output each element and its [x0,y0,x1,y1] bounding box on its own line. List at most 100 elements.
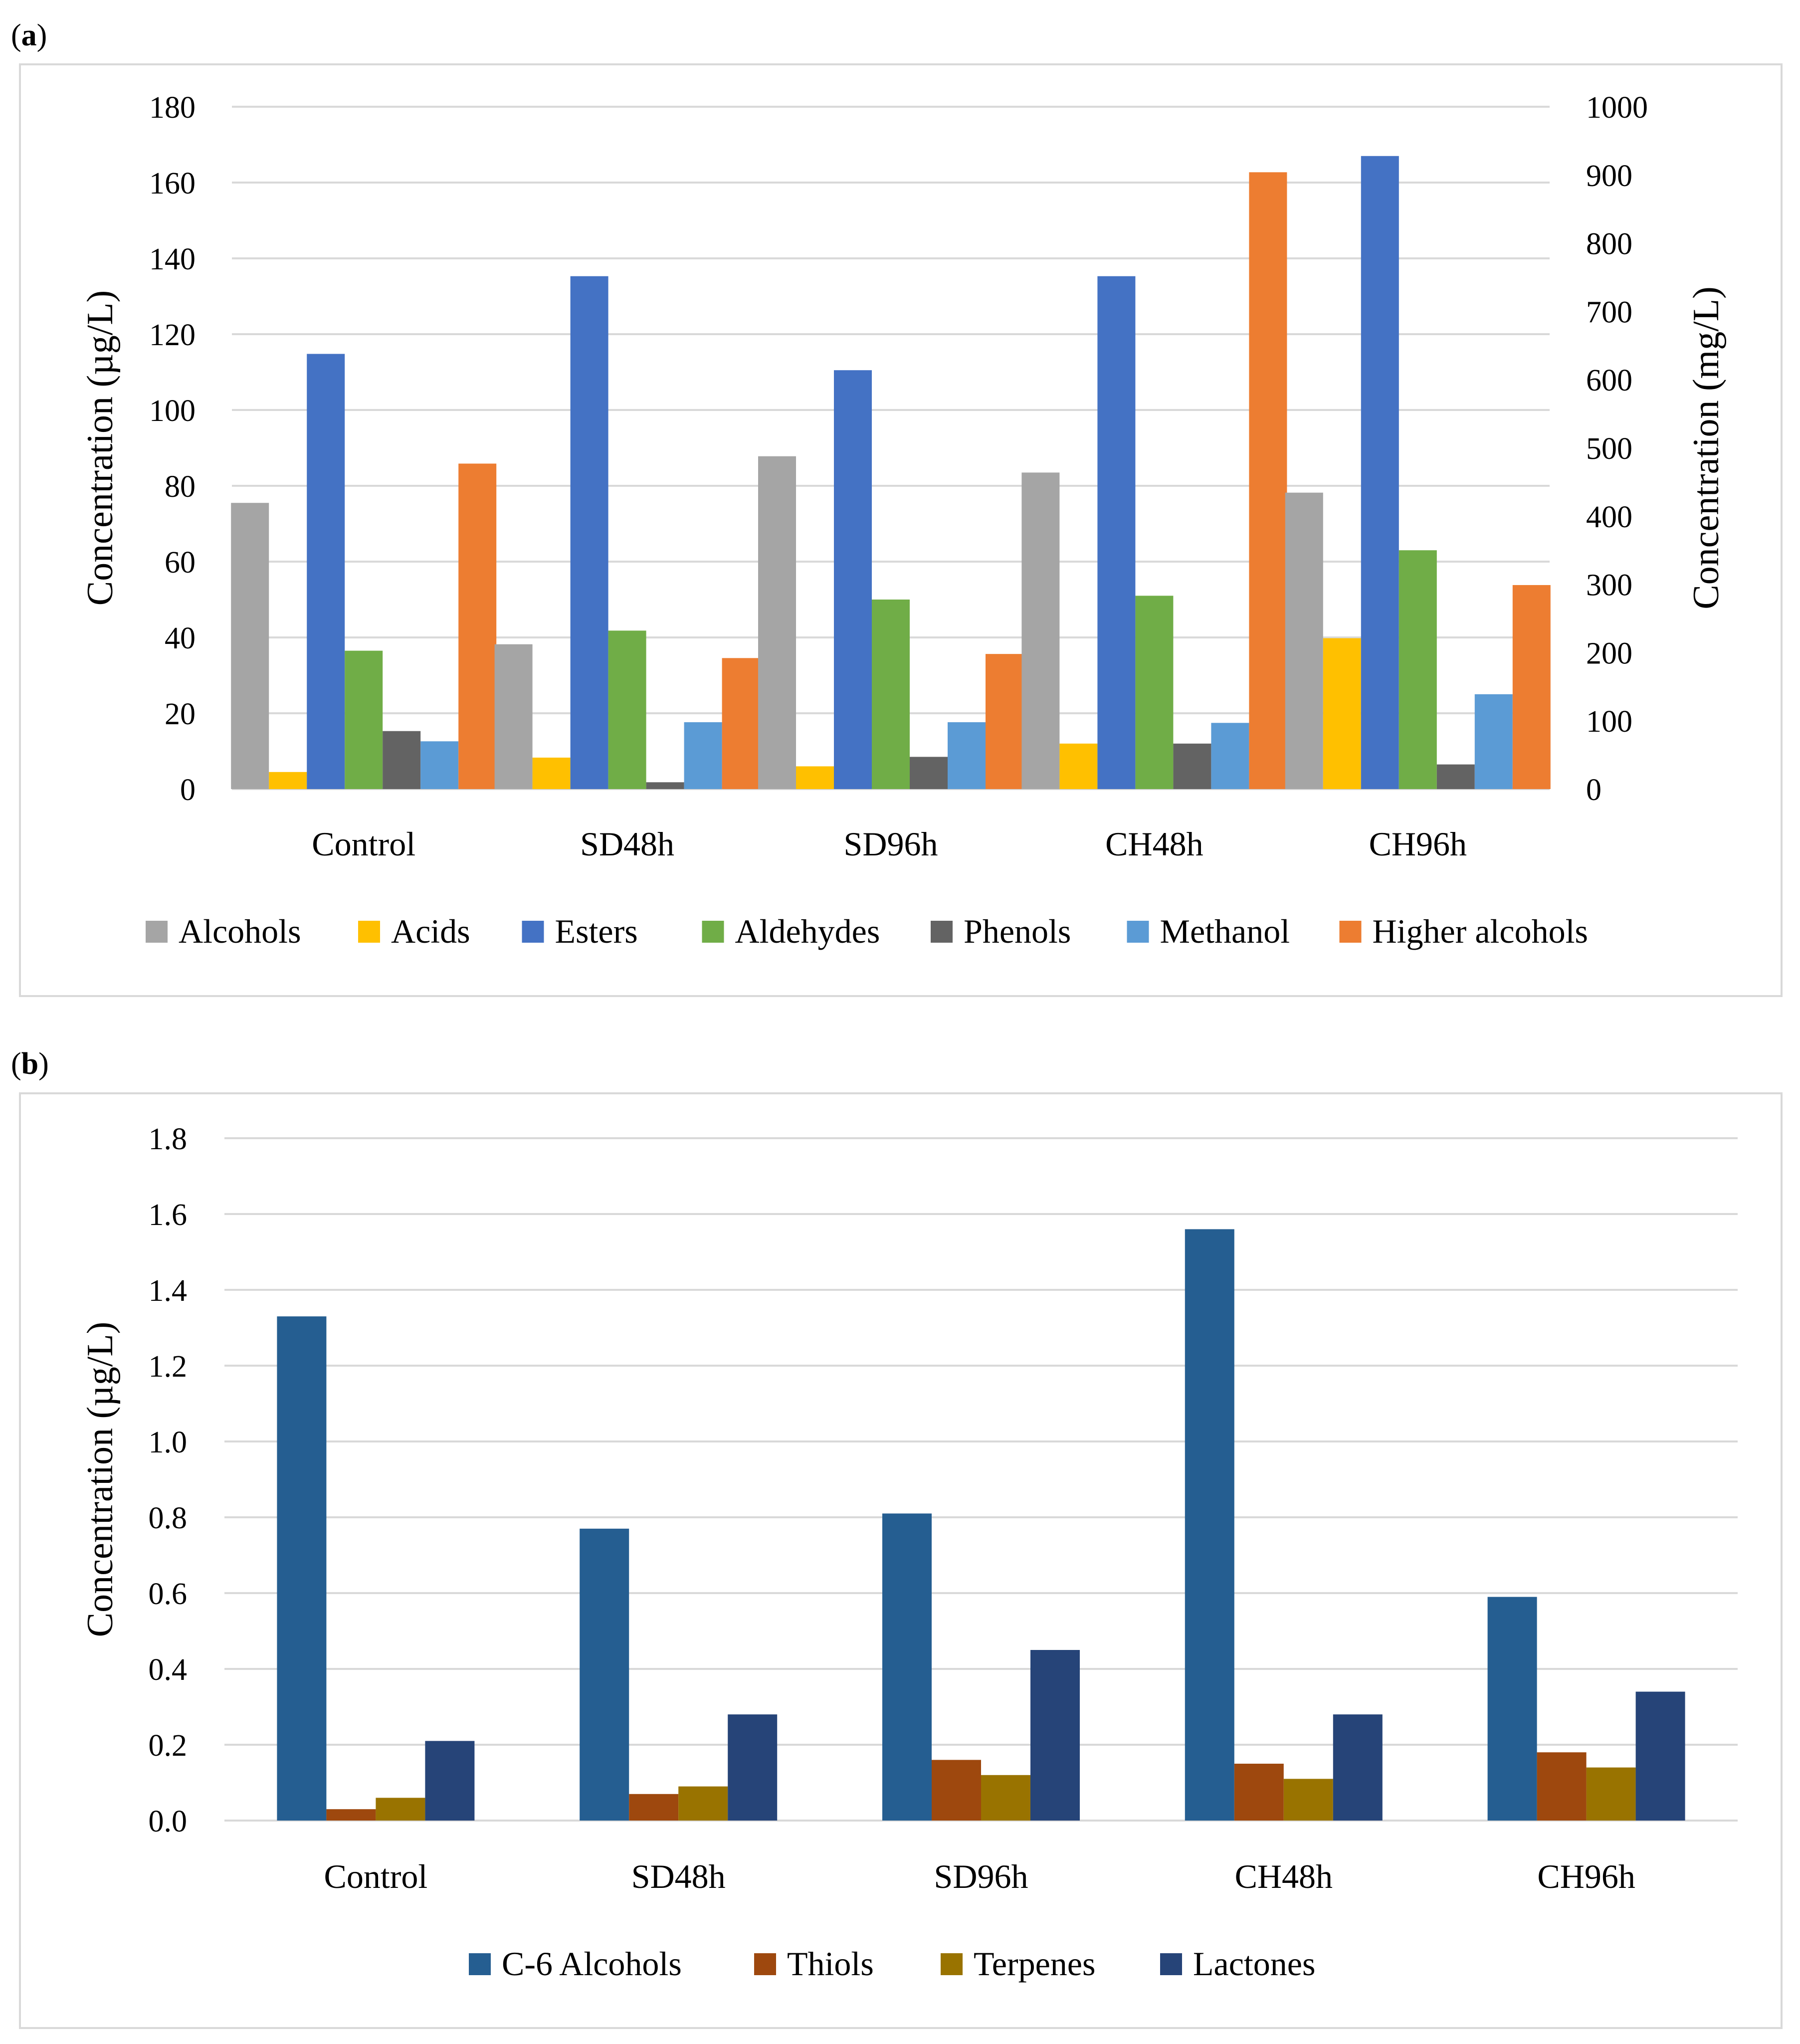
legend-swatch [931,921,953,943]
legend-label: Acids [391,912,470,950]
y2-tick-label: 200 [1586,636,1632,670]
bar-acids [269,772,307,789]
legend-label: Phenols [964,912,1071,950]
bar-c-6-alcohols [580,1528,629,1821]
bar-aldehydes [608,630,646,789]
x-tick-label: CH48h [1105,825,1203,863]
bar-acids [796,766,834,789]
bar-terpenes [1586,1767,1636,1821]
bar-thiols [1234,1764,1284,1821]
y-tick-label: 1.0 [149,1426,188,1459]
bar-esters [570,276,608,789]
bar-higher-alcohols [1512,585,1551,789]
panel-label-open: ( [11,18,21,52]
panel-label-b: (b) [11,1048,49,1079]
bar-acids [532,757,571,789]
y2-tick-label: 600 [1586,364,1632,398]
x-tick-label: SD96h [934,1857,1028,1895]
bar-aldehydes [872,600,910,789]
x-tick-label: Control [312,825,415,863]
y-tick-label: 120 [149,318,196,352]
y-tick-label: 1.4 [149,1274,188,1308]
y-tick-label: 40 [165,621,196,655]
y-tick-label: 0.6 [149,1577,188,1611]
bar-aldehydes [345,650,383,789]
legend-label: C-6 Alcohols [502,1945,682,1983]
y-tick-label: 1.2 [149,1350,188,1384]
legend-label: Thiols [787,1945,874,1983]
bar-esters [1097,276,1136,789]
bar-alcohols [231,503,269,789]
bar-aldehydes [1135,596,1174,789]
legend-label: Esters [555,912,638,950]
bar-alcohols [494,644,533,789]
legend-label: Terpenes [974,1945,1095,1983]
bar-c-6-alcohols [1487,1597,1537,1821]
y-tick-label: 100 [149,394,196,428]
bar-methanol [684,722,722,789]
panel-label-letter: a [21,18,37,52]
bar-alcohols [1285,492,1323,789]
bar-phenols [1173,743,1211,789]
legend-label: Lactones [1193,1945,1315,1983]
bar-thiols [932,1760,981,1821]
bar-phenols [646,782,684,789]
panel-label-close: ) [36,18,47,52]
y-tick-label: 0.2 [149,1729,188,1763]
chart-a: 0 20 40 60 80 100 120 140 160 180 0 100 200 300 400 500… [80,91,1727,950]
legend-swatch [1160,1953,1182,1975]
bar-higher-alcohols [986,654,1023,789]
x-tick-label: Control [324,1857,428,1895]
bar-aldehydes [1399,550,1437,789]
bar-phenols [383,731,421,789]
bar-terpenes [376,1798,425,1821]
bar-terpenes [1283,1779,1333,1821]
bar-thiols [629,1794,679,1821]
legend-swatch [702,921,724,943]
y-tick-label: 60 [165,546,196,580]
bar-esters [307,354,345,789]
y2-tick-label: 100 [1586,705,1632,739]
panel-label-close: ) [38,1047,49,1081]
legend-swatch [1339,921,1362,943]
bar-terpenes [678,1786,728,1821]
bar-lactones [1635,1691,1685,1821]
x-tick-label: CH96h [1537,1857,1635,1895]
y2-tick-label: 900 [1586,159,1632,193]
bar-c-6-alcohols [277,1316,327,1821]
y-tick-label: 0.8 [149,1501,188,1535]
x-tick-label: CH96h [1369,825,1467,863]
legend-swatch [522,921,544,943]
y2-tick-label: 1000 [1586,91,1648,125]
panel-label-a: (a) [11,20,47,51]
bar-esters [834,370,872,789]
bar-terpenes [981,1775,1030,1821]
bar-methanol [1211,723,1249,789]
y-axis-label: Concentration (µg/L) [80,290,121,606]
y2-tick-label: 400 [1586,500,1632,534]
x-tick-label: SD96h [844,825,938,863]
bar-lactones [1030,1650,1080,1821]
bar-c-6-alcohols [1185,1229,1234,1821]
bar-methanol [1474,694,1513,789]
bar-higher-alcohols [1249,172,1287,789]
y-tick-label: 180 [149,91,196,125]
y2-tick-label: 0 [1586,773,1601,807]
bar-phenols [1436,764,1475,789]
bar-alcohols [1021,472,1060,789]
bar-thiols [1537,1752,1587,1821]
y-tick-label: 1.6 [149,1198,188,1232]
y-tick-label: 20 [165,697,196,731]
legend-swatch [146,921,168,943]
y-tick-label: 1.8 [149,1122,188,1156]
bar-c-6-alcohols [882,1513,932,1821]
y2-tick-label: 800 [1586,227,1632,261]
bar-thiols [326,1809,376,1821]
legend-swatch [358,921,380,943]
legend-swatch [469,1953,491,1975]
panel-label-open: ( [11,1047,21,1081]
legend-label: Alcohols [179,912,301,950]
y-tick-label: 0 [180,773,196,807]
legend-swatch [1127,921,1149,943]
